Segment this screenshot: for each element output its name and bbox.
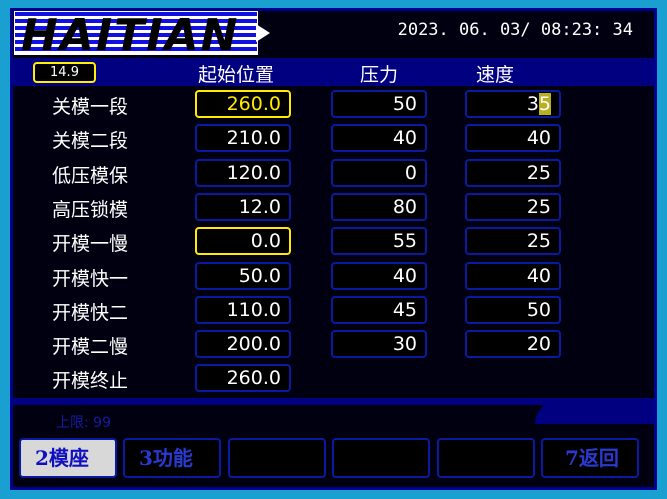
header-position: 起始位置	[198, 64, 275, 86]
row-label: 开模快二	[52, 301, 129, 324]
row-label: 开模一慢	[52, 233, 129, 256]
softkey-3[interactable]	[228, 438, 326, 478]
softkey-4[interactable]	[332, 438, 430, 478]
limit-text: 上限: 99	[56, 415, 111, 431]
position-field[interactable]: 210.0	[195, 124, 291, 153]
row-label: 开模终止	[52, 370, 129, 393]
speed-field[interactable]: 25	[465, 227, 561, 256]
speed-value: 3	[526, 93, 539, 115]
position-field[interactable]: 260.0	[195, 364, 291, 393]
logo-arrow-icon	[256, 24, 270, 42]
speed-field[interactable]: 25	[465, 158, 561, 187]
header-speed: 速度	[476, 64, 515, 86]
speed-field[interactable]: 40	[465, 261, 561, 290]
softkey-6[interactable]: 7返回	[541, 438, 639, 478]
position-field[interactable]: 50.0	[195, 261, 291, 290]
softkey-2[interactable]: 3功能	[123, 438, 221, 478]
pressure-field[interactable]: 0	[331, 158, 427, 187]
softkey-5[interactable]	[437, 438, 535, 478]
edit-cursor: 5	[538, 93, 551, 115]
position-field[interactable]: 200.0	[195, 330, 291, 359]
pressure-field[interactable]: 45	[331, 295, 427, 324]
softkey-1[interactable]: 2模座	[19, 438, 117, 478]
speed-field[interactable]: 35	[465, 90, 561, 118]
header-bar	[13, 58, 654, 86]
divider-band	[13, 398, 654, 405]
row-label: 开模二慢	[52, 336, 129, 359]
row-label: 关模二段	[52, 130, 129, 153]
position-field[interactable]: 260.0	[195, 90, 291, 118]
position-field[interactable]: 0.0	[195, 227, 291, 256]
header-pressure: 压力	[360, 64, 399, 86]
datetime: 2023. 06. 03/ 08:23: 34	[397, 20, 633, 40]
divider-curve	[535, 398, 654, 424]
row-label: 开模快一	[52, 267, 129, 290]
position-field[interactable]: 12.0	[195, 192, 291, 221]
speed-field[interactable]: 50	[465, 295, 561, 324]
row-label: 关模一段	[52, 96, 129, 118]
haitian-logo: HAITIAN	[14, 10, 258, 61]
speed-field[interactable]: 20	[465, 330, 561, 359]
pressure-field[interactable]: 30	[331, 330, 427, 359]
pressure-field[interactable]: 40	[331, 124, 427, 153]
position-field[interactable]: 110.0	[195, 295, 291, 324]
pressure-field[interactable]: 80	[331, 192, 427, 221]
pressure-field[interactable]: 40	[331, 261, 427, 290]
row-label: 低压模保	[52, 164, 129, 187]
row-label: 高压锁模	[52, 198, 129, 221]
indicator-value: 14.9	[33, 62, 96, 83]
speed-field[interactable]: 40	[465, 124, 561, 153]
position-field[interactable]: 120.0	[195, 158, 291, 187]
pressure-field[interactable]: 50	[331, 90, 427, 118]
pressure-field[interactable]: 55	[331, 227, 427, 256]
speed-field[interactable]: 25	[465, 192, 561, 221]
